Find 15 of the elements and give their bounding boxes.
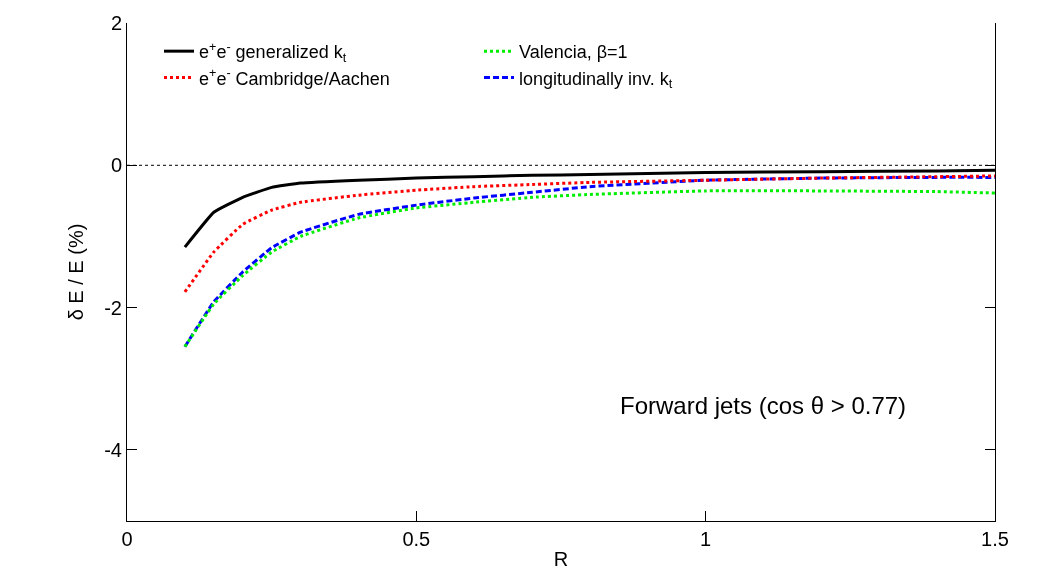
line-series <box>183 174 995 294</box>
x-axis-title: R <box>553 547 569 570</box>
y-tick-label: 2 <box>110 12 122 34</box>
y-tick-label: -2 <box>104 296 122 319</box>
legend-label: e$^{+}$e$^{-}$ generalized k$_{t}$ <box>199 39 347 65</box>
legend-label: Valencia, β=1 <box>519 42 628 63</box>
x-tick-label: 1 <box>700 528 712 550</box>
x-tick-label: 0.5 <box>402 528 431 550</box>
y-tick-label: -4 <box>104 438 122 461</box>
y-axis-title: δ E / E (%) <box>64 223 87 321</box>
legend-label: longitudinally inv. k$_{t}$ <box>519 68 673 92</box>
annotation: Forward jets (cos θ > 0.77) <box>620 392 907 419</box>
legend-label: e$^{+}$e$^{-}$ Cambridge/Aachen <box>199 66 390 89</box>
x-tick-label: 1.5 <box>981 528 1009 550</box>
y-tick-label: 0 <box>110 154 122 177</box>
